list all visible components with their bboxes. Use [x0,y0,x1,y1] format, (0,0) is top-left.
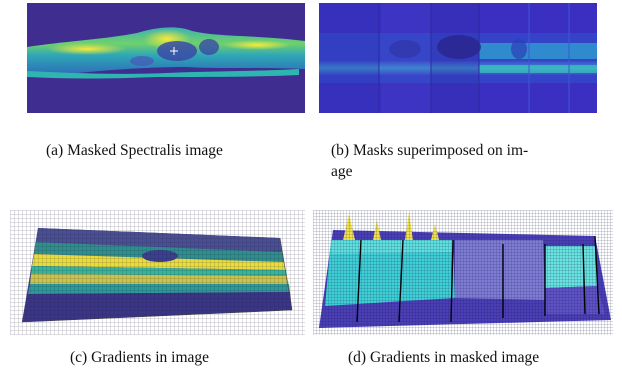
caption-a: (a) Masked Spectralis image [46,142,223,159]
subfigure-b-image [319,3,597,113]
subfigure-c-image [10,210,305,335]
caption-b-line2: age [331,163,353,180]
caption-b-line1: (b) Masks superimposed on im- [331,142,529,159]
subfigure-a-image [27,3,305,113]
masked-gradient-surface-plot [313,210,613,335]
gradient-surface-plot [10,210,305,335]
subfigure-d-image [313,210,613,335]
masks-superimposed-image [319,3,597,113]
masked-spectralis-image [27,3,305,113]
caption-c: (c) Gradients in image [70,349,210,366]
caption-d: (d) Gradients in masked image [348,349,540,366]
